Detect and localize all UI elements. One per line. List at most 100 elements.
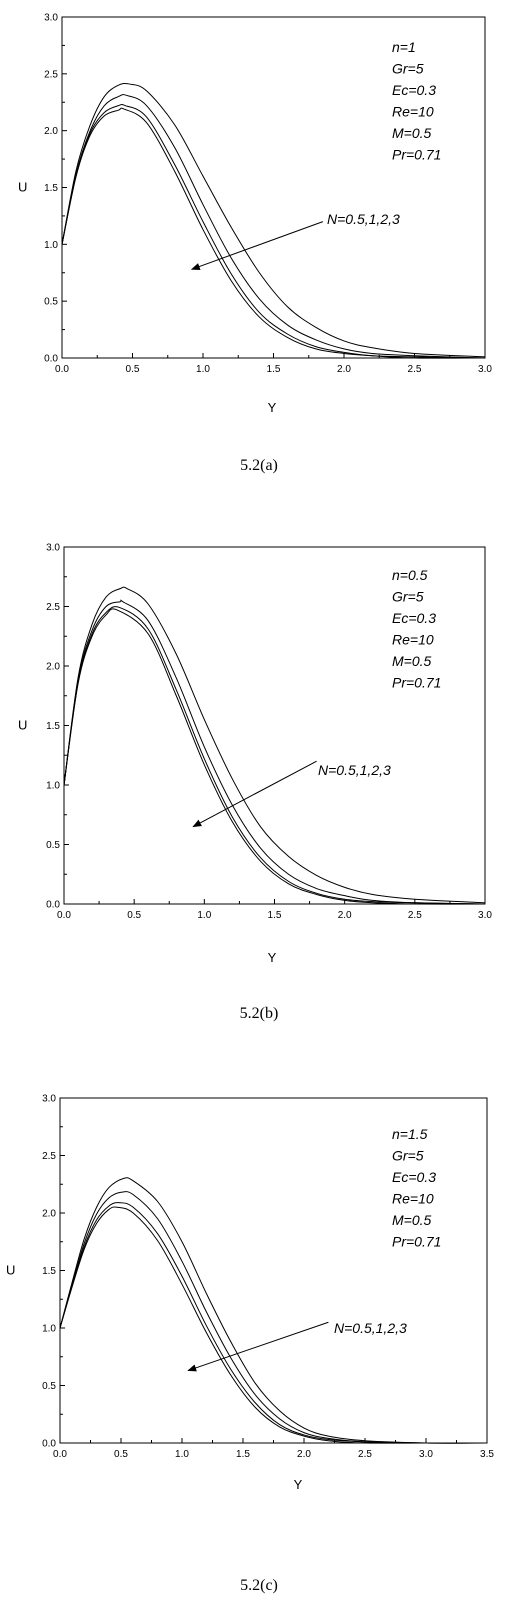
- y-tick-label: 0.0: [44, 354, 58, 365]
- x-tick-label: 1.0: [175, 1449, 189, 1460]
- parameter-label: Ec=0.3: [392, 1169, 436, 1185]
- parameter-label: Re=10: [392, 632, 434, 648]
- y-tick-label: 0.0: [42, 1439, 56, 1450]
- y-tick-label: 2.0: [44, 126, 58, 137]
- parameter-label: Gr=5: [392, 1148, 424, 1164]
- y-ticks: 0.0 0.5 1.0 1.5 2.0 2.5 3.0: [46, 543, 69, 911]
- x-tick-label: 3.0: [419, 1449, 433, 1460]
- series-line: [61, 104, 486, 359]
- x-tick-label: 0.0: [57, 910, 71, 921]
- annotation-label: N=0.5,1,2,3: [318, 762, 391, 778]
- annotation-arrow: [187, 1321, 329, 1372]
- x-axis-label: Y: [294, 1477, 303, 1492]
- y-tick-label: 2.5: [46, 602, 60, 613]
- series-line: [61, 107, 486, 359]
- figure-caption: 5.2(a): [240, 457, 278, 474]
- parameter-list: n=1 Gr=5 Ec=0.3 Re=10 M=0.5 Pr=0.71: [392, 39, 441, 163]
- parameter-label: Gr=5: [392, 61, 424, 77]
- series-line: [59, 1202, 488, 1444]
- parameter-label: n=1: [392, 39, 416, 55]
- y-tick-label: 0.5: [42, 1381, 56, 1392]
- x-tick-label: 0.0: [55, 364, 69, 375]
- x-tick-label: 2.0: [297, 1449, 311, 1460]
- chart-panel-c: 0.0 0.5 1.0 1.5 2.0 2.5 3.0 0.0 0.5 1.0 1.5 2.0 2.5…: [6, 1094, 494, 1595]
- parameter-label: Re=10: [392, 104, 434, 120]
- annotation-label: N=0.5,1,2,3: [327, 211, 400, 227]
- y-axis-label: U: [6, 1263, 15, 1278]
- series-line: [61, 82, 486, 358]
- y-tick-label: 0.0: [46, 900, 60, 911]
- x-ticks: 0.0 0.5 1.0 1.5 2.0 2.5 3.0: [55, 353, 492, 375]
- figure-caption: 5.2(c): [240, 1577, 278, 1594]
- chart-panel-a: 0.0 0.5 1.0 1.5 2.0 2.5 3.0 0.0 0.5 1.0 1.5 2.0 2.5…: [18, 13, 492, 475]
- series-line: [61, 94, 486, 359]
- x-tick-label: 3.0: [478, 910, 492, 921]
- x-tick-label: 1.0: [197, 910, 211, 921]
- x-tick-label: 2.5: [408, 910, 422, 921]
- y-tick-label: 3.0: [42, 1094, 56, 1105]
- y-tick-label: 2.5: [42, 1151, 56, 1162]
- parameter-label: Gr=5: [392, 589, 424, 605]
- y-axis-label: U: [18, 718, 27, 733]
- x-tick-label: 0.5: [126, 364, 140, 375]
- x-tick-label: 1.5: [236, 1449, 250, 1460]
- y-tick-label: 2.0: [42, 1209, 56, 1220]
- x-ticks: 0.0 0.5 1.0 1.5 2.0 2.5 3.0: [57, 899, 492, 921]
- series-line: [63, 599, 486, 905]
- x-tick-label: 2.5: [358, 1449, 372, 1460]
- parameter-label: Pr=0.71: [392, 675, 441, 691]
- x-tick-label: 0.5: [114, 1449, 128, 1460]
- x-tick-label: 2.5: [408, 364, 422, 375]
- parameter-label: Pr=0.71: [392, 147, 441, 163]
- x-ticks: 0.0 0.5 1.0 1.5 2.0 2.5 3.0 3.5: [53, 1438, 494, 1460]
- parameter-label: n=1.5: [392, 1126, 428, 1142]
- x-tick-label: 0.0: [53, 1449, 67, 1460]
- y-tick-label: 2.0: [46, 662, 60, 673]
- parameter-label: Ec=0.3: [392, 82, 436, 98]
- parameter-label: Ec=0.3: [392, 610, 436, 626]
- x-tick-label: 1.5: [267, 364, 281, 375]
- x-tick-label: 3.5: [480, 1449, 494, 1460]
- y-tick-label: 1.5: [46, 721, 60, 732]
- parameter-label: M=0.5: [392, 1212, 432, 1228]
- series-line: [59, 1177, 488, 1444]
- y-tick-label: 2.5: [44, 69, 58, 80]
- y-tick-label: 1.0: [46, 781, 60, 792]
- annotation-label: N=0.5,1,2,3: [334, 1320, 407, 1336]
- y-tick-label: 3.0: [46, 543, 60, 554]
- parameter-label: M=0.5: [392, 653, 432, 669]
- curves-group: [63, 586, 486, 905]
- y-tick-label: 1.5: [42, 1266, 56, 1277]
- x-axis-label: Y: [268, 400, 277, 415]
- x-tick-label: 1.0: [196, 364, 210, 375]
- y-tick-label: 3.0: [44, 13, 58, 24]
- x-axis-label: Y: [268, 950, 277, 965]
- parameter-list: n=1.5 Gr=5 Ec=0.3 Re=10 M=0.5 Pr=0.71: [392, 1126, 441, 1250]
- parameter-label: n=0.5: [392, 567, 428, 583]
- chart-panel-b: 0.0 0.5 1.0 1.5 2.0 2.5 3.0 0.0 0.5 1.0 1.5 2.0 2.5…: [18, 543, 492, 1023]
- x-tick-label: 2.0: [338, 910, 352, 921]
- parameter-label: Re=10: [392, 1191, 434, 1207]
- y-tick-label: 1.5: [44, 183, 58, 194]
- curves-group: [59, 1177, 488, 1444]
- y-axis-label: U: [18, 180, 27, 195]
- parameter-label: Pr=0.71: [392, 1234, 441, 1250]
- parameter-label: M=0.5: [392, 125, 432, 141]
- series-line: [63, 586, 486, 904]
- figure-caption: 5.2(b): [240, 1005, 279, 1022]
- curves-group: [61, 82, 486, 359]
- series-line: [63, 606, 486, 905]
- series-line: [59, 1206, 487, 1444]
- x-tick-label: 0.5: [127, 910, 141, 921]
- y-ticks: 0.0 0.5 1.0 1.5 2.0 2.5 3.0: [44, 13, 67, 365]
- annotation-arrow: [190, 221, 324, 270]
- series-line: [63, 608, 486, 905]
- y-tick-label: 0.5: [44, 297, 58, 308]
- y-ticks: 0.0 0.5 1.0 1.5 2.0 2.5 3.0: [42, 1094, 65, 1450]
- annotation-arrow: [192, 760, 317, 828]
- parameter-list: n=0.5 Gr=5 Ec=0.3 Re=10 M=0.5 Pr=0.71: [392, 567, 441, 691]
- series-line: [59, 1191, 488, 1444]
- x-tick-label: 1.5: [268, 910, 282, 921]
- y-tick-label: 0.5: [46, 840, 60, 851]
